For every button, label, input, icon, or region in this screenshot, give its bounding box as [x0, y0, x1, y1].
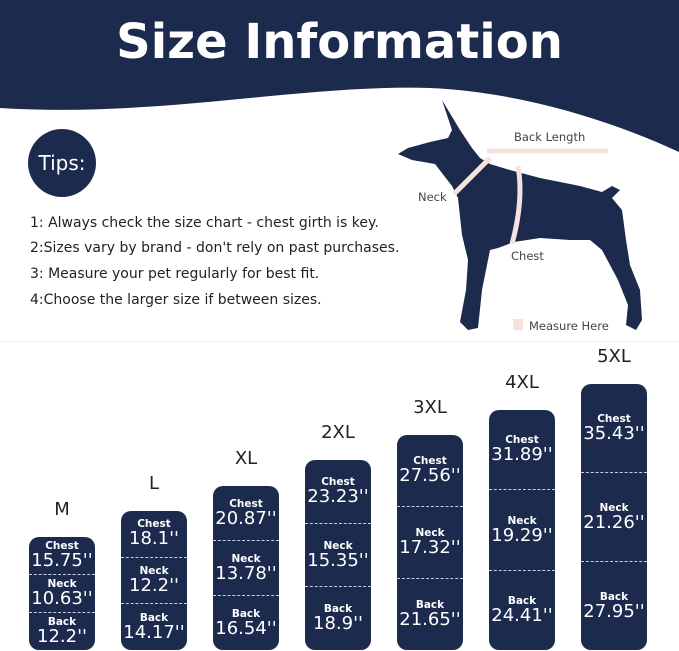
chest-value: 31.89'' [491, 444, 553, 466]
size-label-3xl: 3XL [413, 397, 447, 418]
back-label: Back [599, 590, 629, 603]
chest-label: Chest [505, 434, 539, 447]
back-label: Back [415, 599, 445, 612]
back-value: 12.2'' [37, 626, 87, 648]
neck-label: Neck [507, 514, 537, 527]
chest-label: Chest [321, 475, 355, 488]
back-value: 18.9'' [313, 613, 363, 635]
neck-value: 15.35'' [307, 549, 369, 571]
size-card-2xl: Chest 23.23'' Neck 15.35'' Back 18.9'' [305, 460, 371, 650]
back-label: Back [47, 616, 77, 629]
neck-value: 21.26'' [583, 511, 645, 533]
neck-value: 19.29'' [491, 524, 553, 546]
back-label: Back [507, 594, 537, 607]
size-card-4xl: Chest 31.89'' Neck 19.29'' Back 24.41'' [489, 410, 555, 650]
chest-value: 35.43'' [583, 422, 645, 444]
chest-measurement: Chest 20.87'' [213, 486, 279, 540]
size-card-xl: Chest 20.87'' Neck 13.78'' Back 16.54'' [213, 486, 279, 650]
page-title: Size Information [116, 14, 563, 70]
back-label: Back [139, 611, 169, 624]
chest-value: 18.1'' [129, 528, 179, 550]
size-label-5xl: 5XL [597, 346, 631, 367]
size-label-4xl: 4XL [505, 372, 539, 393]
chest-measurement: Chest 23.23'' [305, 460, 371, 523]
chest-label: Chest [413, 455, 447, 468]
back-measurement: Back 21.65'' [397, 578, 463, 650]
neck-value: 13.78'' [215, 562, 277, 584]
chest-label: Chest [229, 497, 263, 510]
back-value: 27.95'' [583, 600, 645, 622]
neck-value: 12.2'' [129, 575, 179, 597]
dog-silhouette-icon [398, 100, 642, 330]
back-value: 24.41'' [491, 604, 553, 626]
neck-label: Neck [47, 578, 77, 591]
back-measurement: Back 18.9'' [305, 586, 371, 650]
neck-value: 17.32'' [399, 537, 461, 559]
neck-label: Neck [415, 527, 445, 540]
back-label: Back [323, 603, 353, 616]
chest-measurement: Chest 15.75'' [29, 537, 95, 574]
back-measurement: Back 27.95'' [581, 561, 647, 650]
size-card-5xl: Chest 35.43'' Neck 21.26'' Back 27.95'' [581, 384, 647, 650]
size-label-l: L [148, 473, 160, 494]
header-banner [0, 0, 679, 152]
chest-value: 27.56'' [399, 465, 461, 487]
chest-value: 15.75'' [31, 550, 93, 572]
back-length-label: Back Length [514, 130, 586, 144]
tips-badge: Tips: [28, 129, 96, 197]
chest-label: Chest [511, 249, 544, 263]
back-label: Back [231, 607, 261, 620]
neck-measurement: Neck 10.63'' [29, 574, 95, 612]
neck-measurement: Neck 17.32'' [397, 506, 463, 578]
neck-label: Neck [139, 565, 169, 578]
back-value: 21.65'' [399, 609, 461, 631]
neck-measurement: Neck 12.2'' [121, 556, 187, 604]
neck-label: Neck [231, 552, 261, 565]
size-label-2xl: 2XL [321, 422, 355, 443]
back-measurement: Back 14.17'' [121, 603, 187, 650]
tip-item: 1: Always check the size chart - chest g… [30, 215, 379, 231]
neck-measurement: Neck 19.29'' [489, 489, 555, 569]
size-label-xl: XL [234, 448, 258, 469]
measure-here-legend: Measure Here [529, 319, 609, 333]
neck-label: Neck [599, 501, 629, 514]
chest-value: 23.23'' [307, 485, 369, 507]
tip-item: 3: Measure your pet regularly for best f… [30, 266, 320, 282]
chest-label: Chest [137, 518, 171, 531]
back-measurement: Back 12.2'' [29, 612, 95, 650]
tip-item: 4:Choose the larger size if between size… [30, 292, 322, 308]
size-card-l: Chest 18.1'' Neck 12.2'' Back 14.17'' [121, 511, 187, 650]
back-measurement: Back 24.41'' [489, 569, 555, 650]
chest-measurement: Chest 35.43'' [581, 384, 647, 472]
neck-measurement: Neck 21.26'' [581, 472, 647, 561]
size-card-m: Chest 15.75'' Neck 10.63'' Back 12.2'' [29, 537, 95, 650]
neck-measurement: Neck 15.35'' [305, 522, 371, 587]
neck-measurement: Neck 13.78'' [213, 540, 279, 595]
back-value: 14.17'' [123, 621, 185, 643]
back-measurement: Back 16.54'' [213, 595, 279, 650]
size-card-3xl: Chest 27.56'' Neck 17.32'' Back 21.65'' [397, 435, 463, 650]
chest-measurement: Chest 27.56'' [397, 435, 463, 506]
back-value: 16.54'' [215, 617, 277, 639]
divider [0, 341, 679, 342]
chest-measurement: Chest 31.89'' [489, 410, 555, 489]
tip-item: 2:Sizes vary by brand - don't rely on pa… [30, 240, 400, 256]
neck-label: Neck [323, 539, 353, 552]
size-label-m: M [54, 499, 70, 520]
neck-value: 10.63'' [31, 588, 93, 610]
chest-label: Chest [45, 540, 79, 553]
chest-measurement: Chest 18.1'' [121, 511, 187, 557]
chest-value: 20.87'' [215, 507, 277, 529]
neck-label: Neck [418, 190, 447, 204]
chest-label: Chest [597, 412, 631, 425]
